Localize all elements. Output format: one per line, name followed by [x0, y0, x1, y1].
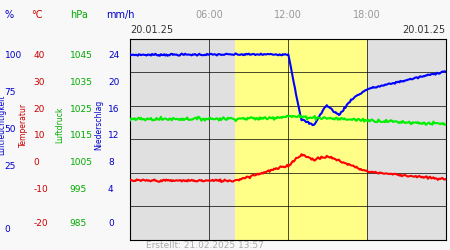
Text: 100: 100	[4, 51, 22, 60]
Text: -20: -20	[34, 219, 49, 228]
Text: 25: 25	[4, 162, 16, 171]
Text: 20: 20	[108, 78, 119, 87]
Text: 30: 30	[34, 78, 45, 87]
Text: -10: -10	[34, 185, 49, 194]
Text: 0: 0	[108, 219, 114, 228]
Text: 75: 75	[4, 88, 16, 97]
Text: 12: 12	[108, 132, 119, 140]
Text: 24: 24	[108, 51, 119, 60]
Text: 1035: 1035	[70, 78, 93, 87]
Text: 1015: 1015	[70, 132, 93, 140]
Text: 20: 20	[34, 105, 45, 114]
Text: 985: 985	[70, 219, 87, 228]
Text: 8: 8	[108, 158, 114, 168]
Text: 10: 10	[34, 132, 45, 140]
Text: 16: 16	[108, 105, 120, 114]
Text: 0: 0	[34, 158, 40, 168]
Text: 20.01.25: 20.01.25	[402, 25, 446, 35]
Text: mm/h: mm/h	[106, 10, 134, 20]
Text: 1025: 1025	[70, 105, 93, 114]
Text: 995: 995	[70, 185, 87, 194]
Text: 12:00: 12:00	[274, 10, 302, 20]
Text: Luftdruck: Luftdruck	[55, 107, 64, 143]
Text: 18:00: 18:00	[353, 10, 381, 20]
Text: 4: 4	[108, 185, 113, 194]
Text: Temperatur: Temperatur	[19, 103, 28, 147]
Text: 40: 40	[34, 51, 45, 60]
Text: Niederschlag: Niederschlag	[94, 100, 104, 150]
Text: 50: 50	[4, 125, 16, 134]
Text: 1045: 1045	[70, 51, 93, 60]
Text: hPa: hPa	[70, 10, 88, 20]
Text: 0: 0	[4, 226, 10, 234]
Bar	[235, 39, 367, 240]
Text: °C: °C	[32, 10, 43, 20]
Text: 1005: 1005	[70, 158, 93, 168]
Text: Luftfeuchtigkeit: Luftfeuchtigkeit	[0, 95, 6, 155]
Text: 06:00: 06:00	[195, 10, 223, 20]
Text: 20.01.25: 20.01.25	[130, 25, 173, 35]
Text: %: %	[4, 10, 13, 20]
Text: Erstellt: 21.02.2025 13:57: Erstellt: 21.02.2025 13:57	[146, 241, 264, 250]
